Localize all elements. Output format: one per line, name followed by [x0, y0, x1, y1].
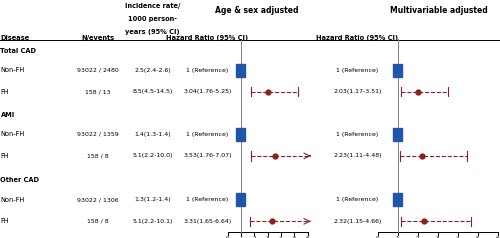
- Text: 1.4(1.3-1.4): 1.4(1.3-1.4): [134, 132, 171, 137]
- Text: Multivariable adjusted: Multivariable adjusted: [390, 6, 488, 15]
- Text: 158 / 13: 158 / 13: [84, 89, 110, 94]
- Text: AMI: AMI: [0, 112, 15, 119]
- Text: Total CAD: Total CAD: [0, 48, 36, 54]
- Text: Age & sex adjusted: Age & sex adjusted: [215, 6, 298, 15]
- Text: 4: 4: [279, 236, 282, 238]
- Text: Non-FH: Non-FH: [0, 67, 25, 73]
- Bar: [393, 128, 402, 141]
- Text: N/events: N/events: [81, 35, 114, 40]
- Text: years (95% CI): years (95% CI): [125, 29, 180, 35]
- Bar: [236, 193, 246, 206]
- Text: 1: 1: [239, 236, 242, 238]
- Text: Non-FH: Non-FH: [0, 131, 25, 138]
- Text: 0: 0: [376, 236, 380, 238]
- Text: 5: 5: [292, 236, 296, 238]
- Text: Hazard Ratio (95% CI): Hazard Ratio (95% CI): [166, 35, 248, 40]
- Bar: [393, 193, 402, 206]
- Text: 5: 5: [476, 236, 480, 238]
- Text: 4: 4: [456, 236, 459, 238]
- Text: 1 (Reference): 1 (Reference): [186, 197, 228, 203]
- Text: FH: FH: [0, 89, 9, 95]
- Bar: [236, 64, 246, 77]
- Text: Hazard Ratio (95% CI): Hazard Ratio (95% CI): [316, 35, 398, 40]
- Bar: [393, 64, 402, 77]
- Text: 6: 6: [306, 236, 309, 238]
- Text: FH: FH: [0, 153, 9, 159]
- Text: 2.5(2.4-2.6): 2.5(2.4-2.6): [134, 68, 171, 73]
- Text: 3.04(1.76-5.25): 3.04(1.76-5.25): [184, 89, 232, 94]
- Text: 2.03(1.17-3.51): 2.03(1.17-3.51): [334, 89, 382, 94]
- Text: Disease: Disease: [0, 35, 30, 40]
- Text: 1000 person-: 1000 person-: [128, 16, 177, 22]
- Text: 6: 6: [496, 236, 499, 238]
- Text: 93022 / 1306: 93022 / 1306: [76, 197, 118, 203]
- Text: 2: 2: [416, 236, 419, 238]
- Text: 93022 / 2480: 93022 / 2480: [76, 68, 118, 73]
- Text: 1.3(1.2-1.4): 1.3(1.2-1.4): [134, 197, 171, 203]
- Text: 2: 2: [252, 236, 256, 238]
- Text: 158 / 8: 158 / 8: [86, 219, 108, 224]
- Text: 3.53(1.76-7.07): 3.53(1.76-7.07): [183, 153, 232, 159]
- Text: 158 / 8: 158 / 8: [86, 153, 108, 159]
- Text: 1 (Reference): 1 (Reference): [336, 68, 378, 73]
- Text: 8.5(4.5-14.5): 8.5(4.5-14.5): [132, 89, 172, 94]
- Text: 1: 1: [396, 236, 399, 238]
- Text: 0: 0: [226, 236, 229, 238]
- Text: 2.32(1.15-4.66): 2.32(1.15-4.66): [334, 219, 382, 224]
- Text: 3.31(1.65-6.64): 3.31(1.65-6.64): [184, 219, 232, 224]
- Text: 1 (Reference): 1 (Reference): [186, 132, 228, 137]
- Text: 3: 3: [266, 236, 269, 238]
- Text: 3: 3: [436, 236, 440, 238]
- Bar: [236, 128, 246, 141]
- Text: 5.1(2.2-10.0): 5.1(2.2-10.0): [132, 153, 172, 159]
- Text: 5.1(2.2-10.1): 5.1(2.2-10.1): [132, 219, 172, 224]
- Text: Non-FH: Non-FH: [0, 197, 25, 203]
- Text: 2.23(1.11-4.48): 2.23(1.11-4.48): [333, 153, 382, 159]
- Text: 93022 / 1359: 93022 / 1359: [76, 132, 118, 137]
- Text: 1 (Reference): 1 (Reference): [336, 132, 378, 137]
- Text: Other CAD: Other CAD: [0, 177, 40, 183]
- Text: Incidence rate/: Incidence rate/: [125, 3, 180, 9]
- Text: FH: FH: [0, 218, 9, 224]
- Text: 1 (Reference): 1 (Reference): [186, 68, 228, 73]
- Text: 1 (Reference): 1 (Reference): [336, 197, 378, 203]
